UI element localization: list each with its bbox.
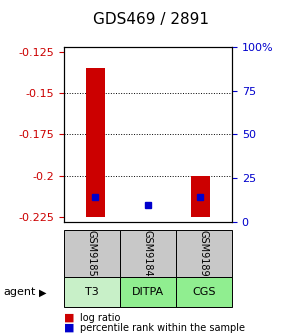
Bar	[191, 176, 210, 217]
Text: DITPA: DITPA	[132, 287, 164, 297]
Text: GSM9184: GSM9184	[143, 230, 153, 277]
Text: percentile rank within the sample: percentile rank within the sample	[80, 323, 245, 333]
Text: ▶: ▶	[39, 287, 47, 297]
Text: ■: ■	[64, 323, 74, 333]
Text: T3: T3	[85, 287, 99, 297]
Text: GSM9185: GSM9185	[87, 230, 97, 277]
Text: ■: ■	[64, 312, 74, 323]
Text: CGS: CGS	[192, 287, 216, 297]
Text: GSM9189: GSM9189	[199, 230, 209, 277]
Text: log ratio: log ratio	[80, 312, 120, 323]
Bar	[86, 69, 104, 217]
Text: GDS469 / 2891: GDS469 / 2891	[93, 12, 209, 27]
Text: agent: agent	[3, 287, 35, 297]
